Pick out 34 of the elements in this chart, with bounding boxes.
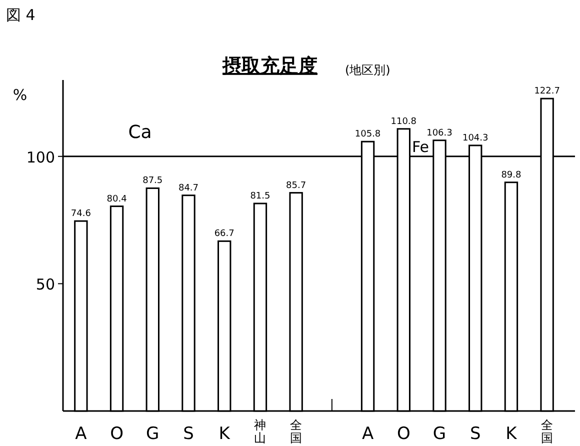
y-axis-title: %	[12, 86, 28, 104]
x-tick-label: 全国	[290, 418, 302, 445]
x-tick-label: K	[506, 424, 518, 444]
data-label: 122.7	[534, 86, 560, 97]
x-tick-label: G	[146, 424, 160, 444]
data-label: 84.7	[178, 183, 199, 194]
data-label: 87.5	[142, 176, 163, 186]
data-label: 105.8	[354, 130, 381, 140]
x-tick-label: O	[396, 424, 410, 444]
x-tick-label: S	[470, 424, 481, 444]
y-tick-label: 100	[26, 148, 55, 166]
annotation: Fe	[412, 138, 430, 156]
data-label: 89.8	[501, 170, 522, 180]
y-tick-label: 50	[36, 276, 55, 294]
x-tick-label: S	[183, 424, 194, 444]
chart-title: 摂取充足度	[222, 55, 318, 77]
data-label: 74.6	[70, 209, 92, 220]
x-tick-label: 全国	[541, 418, 554, 445]
data-label: 80.4	[106, 194, 128, 204]
x-tick-label: 神山	[254, 418, 266, 445]
annotation: Ca	[128, 122, 152, 143]
data-label: 66.7	[214, 229, 234, 240]
caption: 図 4	[6, 6, 36, 24]
data-label: 110.8	[390, 116, 417, 127]
x-tick-label: A	[362, 424, 374, 444]
data-label: 106.3	[426, 128, 452, 138]
data-label: 81.5	[250, 191, 270, 202]
x-tick-label: K	[218, 424, 231, 444]
x-tick-label: O	[110, 424, 124, 444]
x-tick-label: A	[75, 424, 88, 444]
data-label: 85.7	[286, 180, 306, 191]
chart-subtitle: (地区別)	[345, 63, 390, 77]
x-tick-label: G	[432, 424, 446, 444]
data-label: 104.3	[462, 133, 488, 144]
